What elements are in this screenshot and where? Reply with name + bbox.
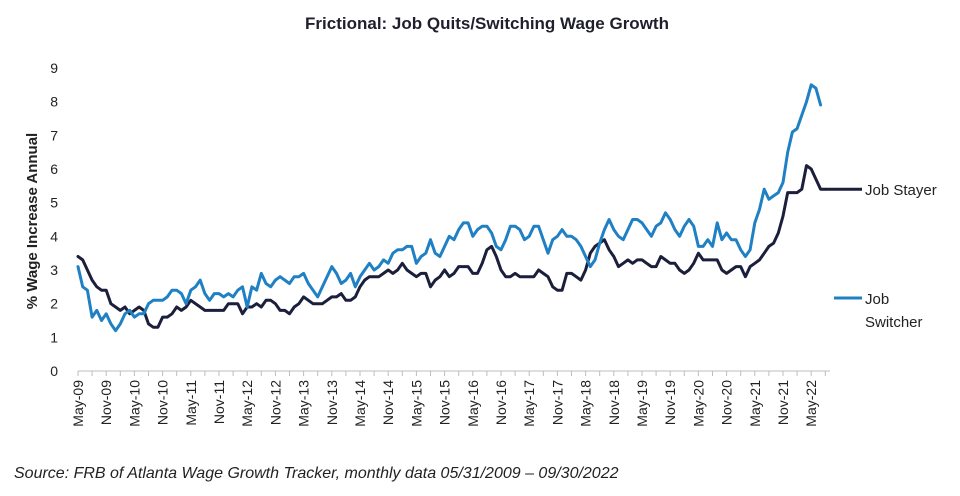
x-axis-tick-marks [77,371,826,376]
x-axis-ticks: May-09 Nov-09 May-10 Nov-10 May-11 Nov-11 May-… [70,380,819,427]
x-tick-label: May-10 [126,380,142,427]
series-lines [76,83,827,333]
legend: Job Stayer Job Switcher [825,182,937,331]
x-tick-label: May-19 [634,380,650,427]
y-tick-label: 4 [50,228,58,244]
x-tick-label: Nov-18 [606,380,622,425]
y-tick-label: 0 [50,363,58,379]
series-line-job-switcher [76,83,823,333]
x-tick-label: May-20 [690,380,706,427]
y-axis-ticks: 0 1 2 3 4 5 6 7 8 9 [50,60,58,379]
legend-label: Switcher [865,314,923,331]
x-tick-label: Nov-14 [380,380,396,425]
x-tick-label: Nov-17 [549,380,565,425]
y-tick-label: 6 [50,161,58,177]
x-tick-label: May-15 [408,380,424,427]
y-axis-label: % Wage Increase Annual [24,133,41,309]
x-tick-label: May-17 [521,380,537,427]
y-tick-label: 3 [50,262,58,278]
x-tick-label: Nov-12 [267,380,283,425]
x-tick-label: Nov-13 [324,380,340,425]
y-tick-label: 7 [50,127,58,143]
x-tick-label: May-21 [747,380,763,427]
y-tick-label: 2 [50,296,58,312]
x-tick-label: Nov-11 [211,380,227,424]
x-tick-label: Nov-20 [719,380,735,425]
x-tick-label: May-09 [70,380,86,427]
chart-title: Frictional: Job Quits/Switching Wage Gro… [305,14,669,33]
x-tick-label: May-14 [352,380,368,427]
y-tick-label: 1 [50,329,58,345]
legend-label: Job Stayer [865,182,937,199]
x-tick-label: Nov-10 [155,380,171,425]
x-tick-label: May-13 [296,380,312,427]
x-tick-label: May-22 [803,380,819,427]
x-tick-label: Nov-09 [98,380,114,425]
x-tick-label: May-18 [578,380,594,427]
x-tick-label: May-12 [239,380,255,427]
x-tick-label: Nov-19 [662,380,678,425]
x-tick-label: Nov-15 [437,380,453,425]
x-tick-label: May-11 [183,380,199,426]
y-tick-label: 9 [50,60,58,76]
y-tick-label: 5 [50,195,58,211]
series-line-job-stayer [76,164,827,329]
source-note: Source: FRB of Atlanta Wage Growth Track… [14,465,619,482]
y-tick-label: 8 [50,94,58,110]
legend-label: Job [865,291,889,308]
x-tick-label: Nov-16 [493,380,509,425]
x-tick-label: Nov-21 [775,380,791,425]
x-tick-label: May-16 [465,380,481,427]
